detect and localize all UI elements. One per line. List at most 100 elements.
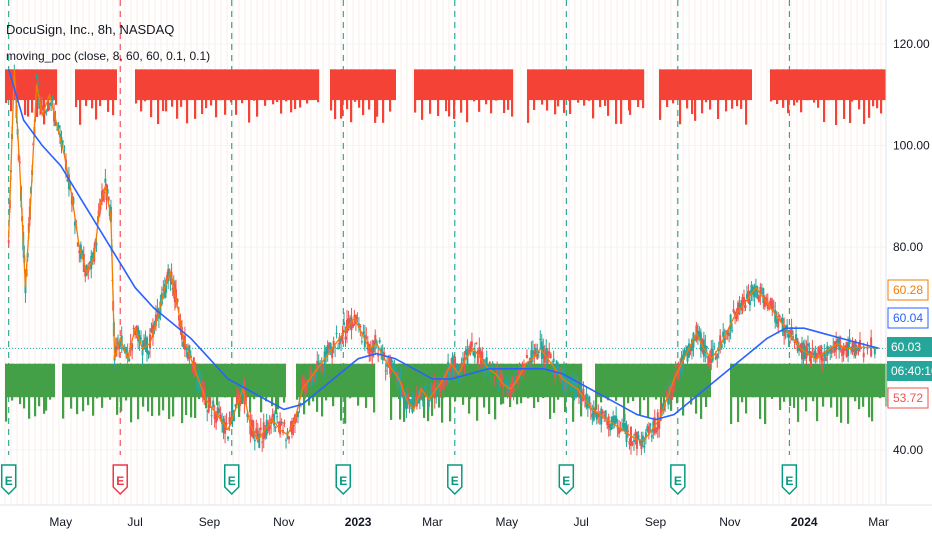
red-band-tooth (285, 69, 288, 102)
candle-body (271, 414, 274, 418)
candle-body (519, 373, 522, 378)
candle-body (164, 284, 167, 294)
green-band-tooth (615, 363, 618, 401)
candle-body (442, 376, 445, 389)
earnings-marker-shape (112, 464, 128, 496)
price-badge-bg (887, 387, 929, 409)
red-band-tooth (806, 69, 809, 101)
candle-body (191, 368, 194, 371)
candle-body (690, 339, 693, 352)
candle-body (704, 344, 707, 353)
green-band-tooth (82, 363, 85, 412)
candle-body (479, 350, 482, 364)
price-badge-bg (887, 279, 929, 301)
candle-body (212, 400, 215, 408)
green-band-tooth (417, 363, 420, 403)
candle-body (820, 345, 823, 360)
candle-body (808, 351, 811, 354)
red-band-tooth (827, 69, 830, 101)
green-band-tooth (700, 363, 703, 419)
green-band-tooth (812, 363, 815, 402)
green-band-tooth (104, 363, 107, 398)
green-band-tooth (147, 363, 150, 412)
earnings-marker[interactable]: E (335, 464, 352, 496)
red-band-tooth (43, 69, 46, 125)
earnings-marker[interactable]: E (447, 464, 463, 496)
green-band-tooth (245, 363, 248, 398)
green-band-tooth (454, 363, 457, 402)
red-band-tooth (835, 69, 838, 126)
time-tick-label: Sep (199, 515, 221, 529)
candle-body (790, 326, 793, 335)
red-band-tooth (91, 69, 94, 109)
candle-body (551, 366, 554, 374)
red-band-tooth (368, 69, 371, 110)
candle-body (536, 353, 539, 360)
earnings-marker[interactable]: E (112, 464, 128, 496)
green-band-tooth (92, 363, 95, 416)
red-band-tooth (485, 69, 488, 105)
green-band-tooth (600, 363, 603, 403)
earnings-marker[interactable]: E (0, 464, 17, 496)
candle-body (44, 111, 47, 114)
earnings-marker[interactable]: E (670, 464, 686, 496)
candle-body (134, 330, 137, 336)
candle-body (649, 423, 652, 426)
candle-body (534, 348, 537, 357)
candle-body (347, 318, 350, 328)
price-badge-text: 60.28 (893, 283, 923, 297)
candle-body (331, 346, 334, 358)
time-axis[interactable]: May Jul Sep Nov 2023 Mar May Jul Sep Nov 2024 Mar (0, 504, 932, 529)
candle-body (567, 376, 570, 383)
candle-body (150, 328, 153, 332)
candle-body (738, 304, 741, 307)
green-band-block (349, 363, 375, 398)
red-band-block (599, 69, 607, 101)
candle-body (261, 441, 264, 443)
green-band-tooth (101, 363, 104, 408)
candle-body (311, 377, 314, 385)
green-band-tooth (695, 363, 698, 414)
earnings-marker[interactable]: E (558, 464, 575, 496)
candle-body (228, 417, 231, 424)
candle-body (555, 360, 558, 373)
candle-body (557, 364, 560, 372)
candle-body (661, 403, 664, 410)
candle-body (644, 432, 647, 438)
candle-body (345, 319, 348, 334)
red-band-tooth (276, 69, 279, 103)
earnings-marker[interactable]: E (224, 464, 240, 496)
green-band-tooth (494, 363, 497, 420)
candle-body (616, 427, 619, 429)
candle-body (115, 347, 118, 349)
candle-body (406, 393, 409, 400)
earnings-marker[interactable]: E (781, 464, 798, 496)
red-band-tooth (55, 69, 58, 105)
red-band-tooth (95, 69, 98, 120)
earnings-marker-label: E (785, 474, 793, 488)
indicator-label[interactable]: moving_poc (close, 8, 60, 60, 0.1, 0.1) (6, 49, 211, 63)
candle-body (374, 334, 377, 346)
candle-body (432, 385, 435, 391)
candle-body (322, 368, 325, 370)
red-band-tooth (577, 69, 580, 103)
red-band-tooth (140, 69, 143, 112)
candle-body (509, 390, 512, 398)
candle-body (114, 346, 117, 357)
candle-body (255, 428, 258, 434)
red-band-tooth (731, 69, 734, 109)
red-band-tooth (583, 69, 586, 106)
candle-body (572, 378, 575, 385)
candle-body (595, 411, 598, 420)
candle-body (174, 289, 177, 300)
red-band-tooth (666, 69, 669, 108)
candle-body (853, 343, 856, 350)
green-band-tooth (23, 363, 26, 409)
green-band-tooth (759, 363, 762, 419)
candle-body (154, 314, 157, 326)
red-band-block (880, 69, 886, 101)
green-band-tooth (427, 363, 430, 422)
